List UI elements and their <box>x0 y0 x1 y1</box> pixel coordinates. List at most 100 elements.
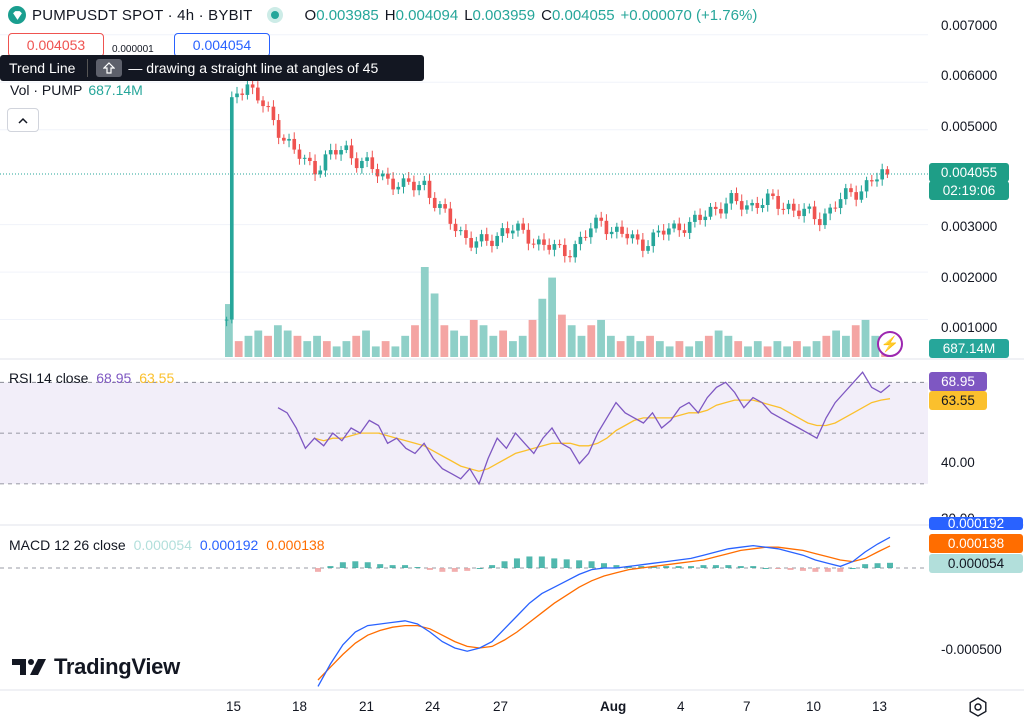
macd-hist-bar <box>426 568 433 570</box>
candle-body <box>578 236 583 245</box>
candle-body <box>656 230 661 233</box>
volume-bar <box>558 314 566 357</box>
volume-bar <box>273 325 282 357</box>
candle-body <box>432 197 437 208</box>
change-value: +0.000070 (+1.76%) <box>620 6 758 24</box>
volume-bar <box>597 319 605 357</box>
macd-hist-bar <box>712 565 719 568</box>
volume-bar <box>832 330 841 357</box>
candle-body <box>682 230 687 233</box>
candle-body <box>807 206 812 209</box>
candle-body <box>453 223 458 232</box>
macd-hist-bar <box>538 556 545 568</box>
low-label: L <box>464 6 473 24</box>
macd-hist-bar <box>513 558 520 568</box>
buy-button[interactable]: 0.004054 <box>174 33 270 57</box>
lightning-icon[interactable]: ⚡ <box>877 331 903 357</box>
market-status-icon[interactable] <box>270 11 279 19</box>
macd-hist-bar <box>464 568 471 571</box>
collapse-legend-button[interactable] <box>7 108 39 132</box>
candle-body <box>677 223 682 231</box>
candle-body <box>771 193 775 197</box>
macd-hist-bar <box>476 568 483 569</box>
volume-bar <box>352 335 361 357</box>
volume-bar <box>773 341 782 357</box>
candle-body <box>479 234 484 242</box>
candle-body <box>615 226 619 232</box>
candle-body <box>843 188 848 200</box>
time-tick: Aug <box>600 699 627 714</box>
time-tick: 13 <box>872 699 888 714</box>
macd-hist-bar <box>812 568 819 572</box>
candle-body <box>365 157 369 161</box>
drawing-tool-tooltip: Trend Line — drawing a straight line at … <box>0 55 424 81</box>
volume-bar <box>606 335 615 357</box>
price-tick: 0.005000 <box>941 119 998 134</box>
candle-body <box>651 232 656 247</box>
candle-countdown: 02:19:06 <box>929 181 1009 200</box>
symbol-title[interactable]: PUMPUSDT SPOT · 4h · BYBIT <box>32 6 253 24</box>
tooltip-tool-name: Trend Line <box>9 60 76 76</box>
candle-body <box>838 199 843 209</box>
settings-icon[interactable] <box>968 697 988 717</box>
volume-bar <box>381 341 390 357</box>
rsi-legend[interactable]: RSI 14 close 68.95 63.55 <box>9 370 174 386</box>
candle-body <box>620 226 624 234</box>
macd-hist-bar <box>389 565 396 568</box>
tradingview-mark-icon <box>12 657 46 677</box>
candle-body <box>417 184 421 191</box>
macd-legend[interactable]: MACD 12 26 close 0.000054 0.000192 0.000… <box>9 537 325 553</box>
volume-bar <box>509 341 517 357</box>
time-tick: 18 <box>292 699 308 714</box>
candle-body <box>776 196 780 209</box>
macd-hist-bar <box>737 566 744 568</box>
candle-body <box>573 244 578 258</box>
candle-body <box>464 230 468 238</box>
rsi-pane <box>0 371 928 486</box>
candle-body <box>750 202 754 206</box>
candle-body <box>594 217 598 229</box>
sell-button[interactable]: 0.004053 <box>8 33 104 57</box>
candle-body <box>661 230 666 235</box>
candle-body <box>859 191 864 200</box>
tooltip-description: — drawing a straight line at angles of 4… <box>128 60 379 76</box>
macd-hist-bar <box>352 561 359 568</box>
candle-body <box>568 256 572 258</box>
volume-bar <box>822 335 831 357</box>
candle-body <box>786 203 791 210</box>
exchange-logo-icon <box>8 6 26 24</box>
rsi-legend-value: 68.95 <box>96 370 132 386</box>
candle-body <box>864 180 869 192</box>
volume-legend-label: Vol · PUMP <box>10 82 83 98</box>
candle-body <box>625 233 630 239</box>
candle-body <box>854 192 859 200</box>
volume-legend[interactable]: Vol · PUMP 687.14M <box>10 82 143 98</box>
volume-bar <box>322 341 331 357</box>
candle-body <box>885 169 890 175</box>
price-tick: 0.001000 <box>941 320 998 335</box>
rsi-ma-legend-value: 63.55 <box>139 370 175 386</box>
candle-body <box>781 208 786 210</box>
volume-bar <box>577 335 586 357</box>
signal-line <box>317 545 891 681</box>
macd-hist-bar <box>526 556 533 568</box>
tradingview-logo[interactable]: TradingView <box>12 654 180 680</box>
open-value: 0.003985 <box>316 6 379 24</box>
macd-hist-bar <box>414 567 421 569</box>
candle-body <box>719 208 723 214</box>
macd-hist-bar <box>663 566 670 568</box>
volume-bar <box>636 341 645 357</box>
candle-body <box>443 204 447 209</box>
volume-bar <box>842 335 850 357</box>
candle-body <box>604 220 609 235</box>
volume-bar <box>734 341 743 357</box>
volume-bar <box>626 335 635 357</box>
macd-hist-bar <box>688 566 695 568</box>
volume-bar <box>665 346 674 357</box>
macd-hist-bar <box>451 568 458 572</box>
candle-body <box>583 236 588 238</box>
candle-body <box>250 84 255 88</box>
close-value: 0.004055 <box>551 6 615 24</box>
candle-body <box>235 93 239 98</box>
